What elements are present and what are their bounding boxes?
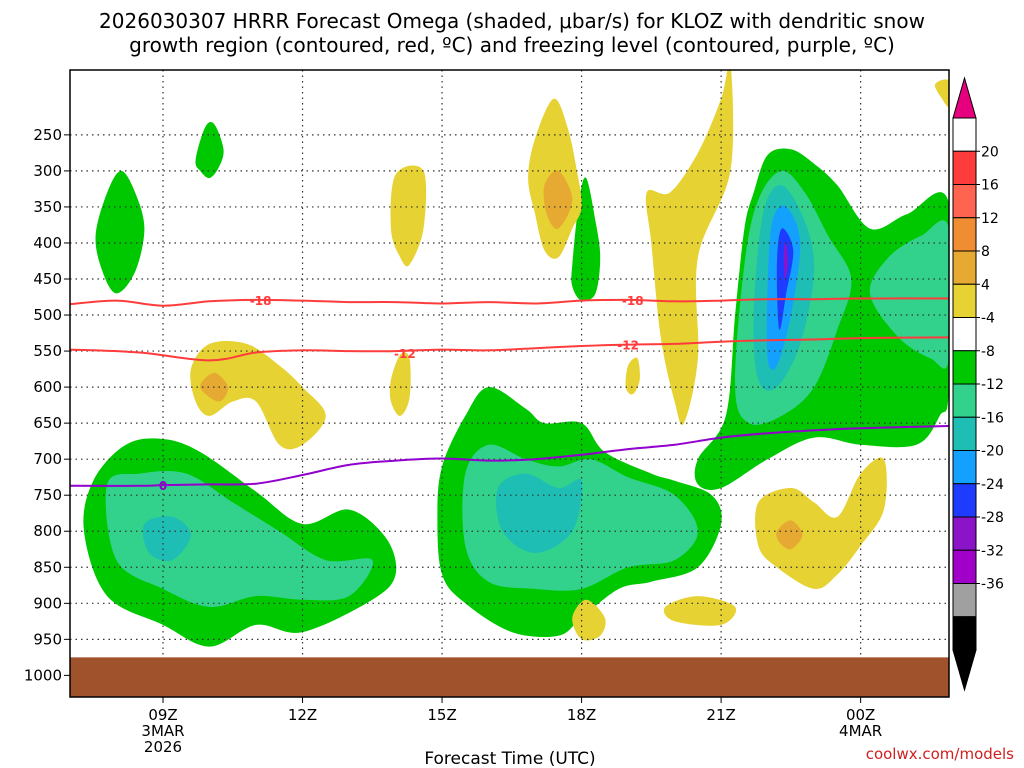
y-tick-label-600: 600 [33,378,62,396]
colorbar-label-7: -12 [981,377,1004,393]
omega-region-24 [755,457,887,590]
colorbar-segment-0 [952,117,977,152]
x-axis-title: Forecast Time (UTC) [424,749,595,768]
y-tick-label-950: 950 [33,630,62,648]
credit-text: coolwx.com/models [866,745,1014,763]
colorbar-segment-12 [952,516,977,551]
chart-title-line-1: 2026030307 HRRR Forecast Omega (shaded, … [99,9,925,33]
colorbar-segment-13 [952,549,977,584]
omega-region-2 [142,516,191,562]
omega-region-18 [390,165,427,267]
colorbar-segment-3 [952,217,977,252]
colorbar-segment-15 [952,616,977,651]
chart-title-line-2: growth region (contoured, red, ºC) and f… [129,33,895,57]
dgz-minus12-label: -12 [394,347,416,361]
ground-surface [70,657,949,697]
colorbar-segment-2 [952,184,977,219]
x-tick-label-21Z: 21Z [706,706,735,724]
freezing-level-label: 0 [159,479,167,493]
colorbar-segment-4 [952,250,977,285]
x-tick-label-2026: 2026 [144,738,182,756]
colorbar-label-1: 16 [981,178,999,194]
y-tick-label-500: 500 [33,306,62,324]
y-tick-label-450: 450 [33,270,62,288]
y-tick-label-400: 400 [33,234,62,252]
y-tick-label-700: 700 [33,450,62,468]
omega-region-5 [495,473,583,553]
colorbar-label-13: -36 [981,577,1004,593]
colorbar-top-arrow [952,76,977,119]
x-tick-label-18Z: 18Z [567,706,596,724]
dgz-minus18-line [70,297,949,307]
omega-region-22 [389,352,411,416]
colorbar-label-5: -4 [981,311,995,327]
colorbar-segment-10 [952,450,977,485]
y-tick-label-250: 250 [33,126,62,144]
dgz-minus12-label: -12 [617,339,639,353]
colorbar-label-4: 4 [981,277,990,293]
colorbar-segment-6 [952,317,977,352]
colorbar-segment-7 [952,350,977,385]
omega-region-26 [572,599,606,641]
y-tick-label-750: 750 [33,486,62,504]
colorbar-segment-11 [952,483,977,518]
colorbar-segment-5 [952,283,977,318]
omega-region-23 [625,357,640,395]
colorbar-label-3: 8 [981,244,990,260]
y-tick-label-650: 650 [33,414,62,432]
colorbar-label-10: -24 [981,477,1004,493]
y-axis: 250 300 350 400 450 500 550 600 650 700 750 800 850 9… [24,126,70,684]
y-tick-label-850: 850 [33,558,62,576]
x-tick-label-15Z: 15Z [427,706,456,724]
colorbar-segment-9 [952,416,977,451]
freezing-level-line [70,425,949,487]
x-tick-label-09Z: 09Z [148,706,177,724]
colorbar-label-9: -20 [981,444,1004,460]
omega-region-17 [543,170,573,229]
colorbar-label-8: -16 [981,410,1004,426]
x-tick-label-3MAR: 3MAR [141,722,184,740]
omega-region-13 [95,170,145,294]
x-tick-label-4MAR: 4MAR [839,722,882,740]
omega-region-19 [645,70,734,425]
omega-region-28 [934,79,949,107]
omega-region-25 [776,520,803,550]
colorbar-label-6: -8 [981,344,995,360]
colorbar-label-11: -28 [981,510,1004,526]
dgz-minus12-line [70,336,949,362]
colorbar: 20 16 12 8 4 -4 -8 -12 -16 -20 -24 -28 -32 -36 [952,76,1004,692]
plot-area: -18 -18 -12 -12 0 [70,70,949,697]
x-tick-label-12Z: 12Z [288,706,317,724]
y-tick-label-900: 900 [33,594,62,612]
omega-region-8 [869,220,949,369]
y-tick-label-550: 550 [33,342,62,360]
y-tick-label-350: 350 [33,198,62,216]
x-tick-label-00Z: 00Z [846,706,875,724]
omega-region-12 [783,242,788,280]
colorbar-segment-8 [952,383,977,418]
y-tick-label-300: 300 [33,162,62,180]
omega-region-20 [190,340,326,450]
colorbar-label-12: -32 [981,543,1004,559]
dgz-minus18-label: -18 [250,294,272,308]
omega-region-14 [195,122,224,179]
colorbar-label-0: 20 [981,144,999,160]
omega-region-27 [663,596,737,626]
contour-layer: -18 -18 -12 -12 0 [70,294,949,493]
colorbar-segment-14 [952,583,977,618]
colorbar-bottom-arrow [952,649,977,692]
y-tick-label-1000: 1000 [24,666,62,684]
omega-region-1 [105,471,373,607]
dgz-minus18-label: -18 [622,294,644,308]
colorbar-segment-1 [952,150,977,185]
ground-layer [70,657,949,697]
omega-shading-layer [83,70,949,647]
colorbar-label-2: 12 [981,211,999,227]
y-tick-label-800: 800 [33,522,62,540]
plot-frame [69,69,950,698]
